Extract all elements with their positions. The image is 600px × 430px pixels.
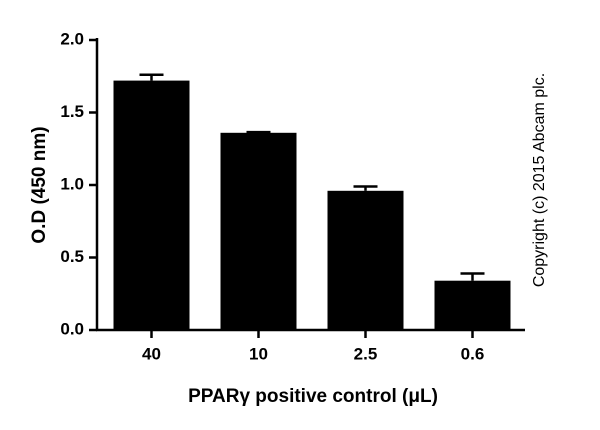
x-tick-label: 10 [249,344,268,363]
bar [434,280,511,330]
y-tick-label: 1.0 [60,174,84,193]
x-tick-label: 40 [142,344,161,363]
bar [327,190,404,330]
bar [113,80,190,330]
y-tick-label: 2.0 [60,29,84,48]
x-tick-label: 2.5 [354,344,378,363]
y-tick-label: 0.0 [60,319,84,338]
copyright: Copyright (c) 2015 Abcam plc. [531,73,548,287]
y-tick-label: 0.5 [60,247,84,266]
x-axis-label: PPARγ positive control (μL) [188,386,438,407]
x-tick-label: 0.6 [461,344,485,363]
bar [220,132,297,330]
y-tick-label: 1.5 [60,102,84,121]
y-axis-label: O.D (450 nm) [29,126,50,243]
